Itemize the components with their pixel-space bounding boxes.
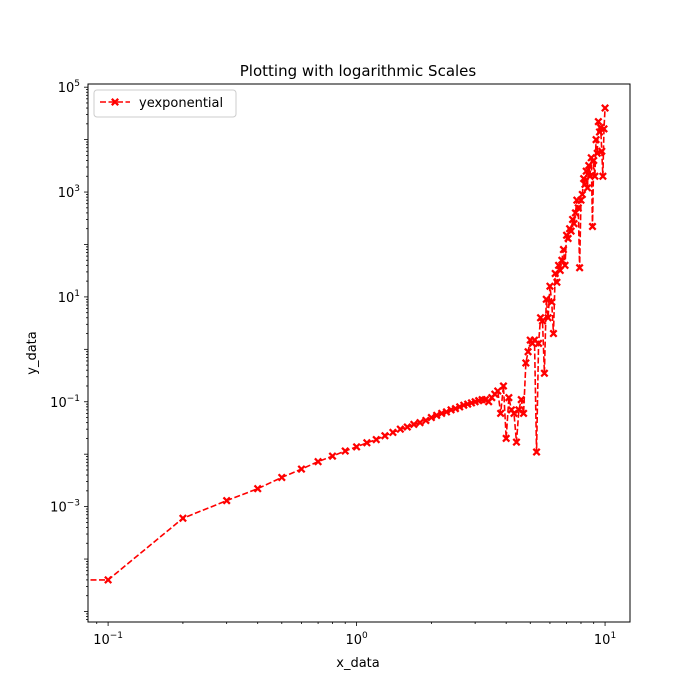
- plot-area: [88, 104, 610, 584]
- axes-frame: [87, 83, 631, 623]
- legend-label: yexponential: [139, 96, 223, 111]
- data-point: [380, 431, 389, 440]
- data-point: [579, 174, 588, 183]
- legend-marker-sample: [111, 98, 119, 106]
- data-point: [551, 269, 560, 278]
- y-tick-label: 10−1: [50, 394, 80, 411]
- data-point: [314, 457, 323, 466]
- data-point: [544, 313, 553, 322]
- data-point: [570, 219, 579, 228]
- data-point: [538, 316, 547, 325]
- data-point: [549, 329, 558, 338]
- y-axis-label: y_data: [25, 331, 40, 374]
- data-point: [328, 452, 337, 461]
- data-point: [519, 409, 528, 418]
- data-point: [561, 261, 570, 270]
- data-point: [547, 297, 556, 306]
- data-point: [576, 196, 585, 205]
- data-point: [534, 339, 543, 348]
- data-point: [502, 434, 511, 443]
- y-tick-label: 103: [58, 184, 80, 201]
- data-point: [593, 149, 602, 158]
- data-point: [590, 172, 599, 181]
- data-point: [571, 208, 580, 217]
- data-point: [597, 147, 606, 156]
- data-point: [396, 425, 405, 434]
- data-point: [578, 190, 587, 199]
- data-point: [598, 172, 607, 181]
- data-point: [403, 423, 412, 432]
- data-point: [532, 448, 541, 457]
- axis-ticks: 10−1 100 101 10−3 10−1 101 103 105: [50, 79, 616, 648]
- data-point: [496, 409, 505, 418]
- data-point: [178, 514, 187, 523]
- legend: yexponential: [93, 89, 237, 118]
- data-point: [421, 416, 430, 425]
- data-point: [297, 465, 306, 474]
- data-point: [540, 369, 549, 378]
- data-point: [512, 438, 521, 447]
- data-point: [521, 358, 530, 367]
- data-point: [594, 117, 603, 126]
- data-point: [442, 407, 451, 416]
- data-point: [362, 438, 371, 447]
- data-point: [554, 261, 563, 270]
- data-point: [277, 473, 286, 482]
- data-point: [588, 222, 597, 231]
- data-point: [432, 411, 441, 420]
- data-point: [542, 295, 551, 304]
- y-tick-label: 105: [58, 79, 80, 96]
- y-tick-label: 101: [58, 289, 80, 306]
- x-axis-label: x_data: [336, 656, 379, 671]
- data-point: [567, 227, 576, 236]
- data-point: [524, 347, 533, 356]
- data-point: [504, 393, 513, 402]
- data-point: [352, 442, 361, 451]
- data-point: [564, 234, 573, 243]
- data-point: [575, 263, 584, 272]
- x-tick-label: 10−1: [93, 631, 123, 648]
- data-point: [574, 203, 583, 212]
- legend-box: [93, 89, 237, 118]
- data-point: [592, 135, 601, 144]
- x-tick-label: 101: [594, 631, 616, 648]
- data-point: [409, 420, 418, 429]
- data-point: [517, 395, 526, 404]
- data-point: [499, 381, 508, 390]
- data-point: [341, 447, 350, 456]
- data-point: [388, 428, 397, 437]
- data-point: [253, 484, 262, 493]
- data-point: [599, 124, 608, 133]
- y-tick-label: 10−3: [50, 499, 80, 516]
- data-point: [552, 278, 561, 287]
- data-point: [589, 156, 598, 165]
- chart-title: Plotting with logarithmic Scales: [240, 62, 477, 80]
- data-point: [427, 413, 436, 422]
- data-point: [493, 387, 502, 396]
- data-point: [545, 282, 554, 291]
- data-point: [372, 435, 381, 444]
- data-point: [559, 245, 568, 254]
- x-tick-label: 100: [345, 631, 368, 648]
- data-point: [601, 104, 610, 113]
- data-point: [416, 418, 425, 427]
- data-point: [583, 183, 592, 192]
- data-point: [222, 496, 231, 505]
- data-point: [104, 575, 113, 584]
- data-point: [557, 256, 566, 265]
